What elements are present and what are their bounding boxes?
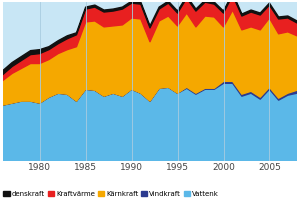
Legend: denskraft, Kraftvärme, Kärnkraft, Vindkraft, Vattenk: denskraft, Kraftvärme, Kärnkraft, Vindkr… xyxy=(1,188,222,199)
